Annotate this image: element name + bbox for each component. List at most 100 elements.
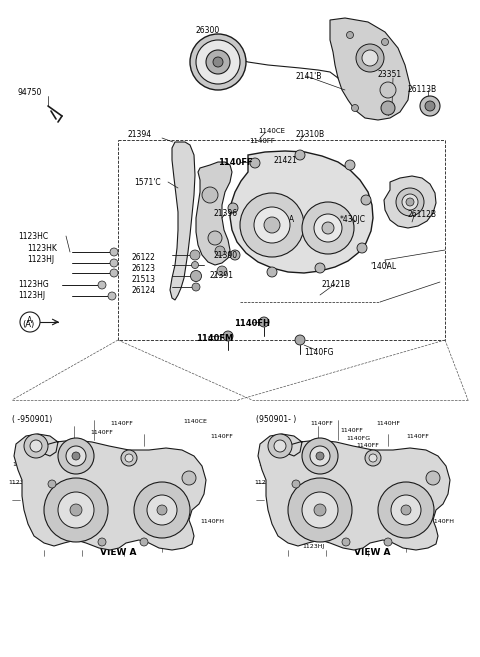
Text: 1140FG: 1140FG [304,348,334,357]
Text: 1140FF: 1140FF [218,158,252,167]
Text: 26300: 26300 [196,26,220,35]
Circle shape [215,246,225,256]
Text: 21421A: 21421A [265,215,294,224]
Circle shape [182,471,196,485]
Circle shape [315,263,325,273]
Circle shape [406,198,414,206]
Text: 1140FF: 1140FF [310,421,333,426]
Circle shape [381,101,395,115]
Text: 1140FH: 1140FH [234,319,270,328]
Text: 21421B: 21421B [322,280,351,289]
Circle shape [157,505,167,515]
Polygon shape [258,434,450,550]
Circle shape [267,267,277,277]
Circle shape [70,504,82,516]
Circle shape [134,482,190,538]
Circle shape [72,452,80,460]
Circle shape [213,57,223,67]
Text: 1140FH: 1140FH [200,519,224,524]
Circle shape [380,82,396,98]
Circle shape [190,250,200,260]
Circle shape [192,261,199,269]
Polygon shape [384,176,436,228]
Circle shape [98,538,106,546]
Text: 1140FM: 1140FM [196,334,233,343]
Text: 1123HK: 1123HK [27,244,57,253]
Text: 1123HC: 1123HC [324,534,349,539]
Text: ( -950901): ( -950901) [12,415,52,424]
Text: 1123HC: 1123HC [18,232,48,241]
Circle shape [24,434,48,458]
Circle shape [401,505,411,515]
Circle shape [302,202,354,254]
Circle shape [208,231,222,245]
Text: 1140FF: 1140FF [406,434,429,439]
Text: 23351: 23351 [378,70,402,79]
Circle shape [58,438,94,474]
Circle shape [240,193,304,257]
Text: 1140FM: 1140FM [138,524,163,529]
Text: 1123HC: 1123HC [8,480,33,485]
Text: A: A [27,316,32,325]
Circle shape [382,39,388,45]
Circle shape [202,187,218,203]
Circle shape [110,259,118,267]
Text: 1123HJ: 1123HJ [18,291,45,300]
Circle shape [121,450,137,466]
Text: 1123H: 1123H [278,524,299,529]
Circle shape [206,50,230,74]
Circle shape [264,217,280,233]
Circle shape [288,478,352,542]
Circle shape [369,454,377,462]
Text: 1140FF: 1140FF [12,462,35,467]
Circle shape [292,480,300,488]
Text: 1140FF: 1140FF [356,443,379,448]
Circle shape [228,203,238,213]
Text: 21391: 21391 [210,271,234,280]
Circle shape [402,194,418,210]
Text: *430JC: *430JC [340,215,366,224]
Circle shape [140,538,148,546]
Text: (A): (A) [22,320,34,329]
Circle shape [259,317,269,327]
Text: 1140CE: 1140CE [183,419,207,424]
Circle shape [44,478,108,542]
Circle shape [250,158,260,168]
Text: 1140FF: 1140FF [210,434,233,439]
Circle shape [362,50,378,66]
Text: 94750: 94750 [18,88,42,97]
Text: 1140HF: 1140HF [376,421,400,426]
Circle shape [345,160,355,170]
Circle shape [30,440,42,452]
Text: 1140FF: 1140FF [249,138,275,144]
Circle shape [217,266,227,276]
Circle shape [268,434,292,458]
Circle shape [310,446,330,466]
Text: 1123HG: 1123HG [56,534,82,539]
Circle shape [316,452,324,460]
Circle shape [314,504,326,516]
Circle shape [125,454,133,462]
Circle shape [357,243,367,253]
Text: 1123HG: 1123HG [18,280,49,289]
Text: 1140FF: 1140FF [110,421,133,426]
Text: VIEW A: VIEW A [354,548,391,557]
Text: (950901- ): (950901- ) [256,415,296,424]
Text: 26122: 26122 [131,253,155,262]
Circle shape [295,335,305,345]
Circle shape [322,222,334,234]
Circle shape [254,207,290,243]
Circle shape [58,492,94,528]
Text: 26112B: 26112B [408,210,437,219]
Text: 1123HK: 1123HK [286,534,311,539]
Circle shape [108,292,116,300]
Text: 1140FF: 1140FF [340,428,363,433]
Circle shape [98,281,106,289]
Text: 21421: 21421 [274,156,298,165]
Text: '140AL: '140AL [370,262,396,271]
Circle shape [425,101,435,111]
Circle shape [192,283,200,291]
Circle shape [48,480,56,488]
Circle shape [426,471,440,485]
Circle shape [110,269,118,277]
